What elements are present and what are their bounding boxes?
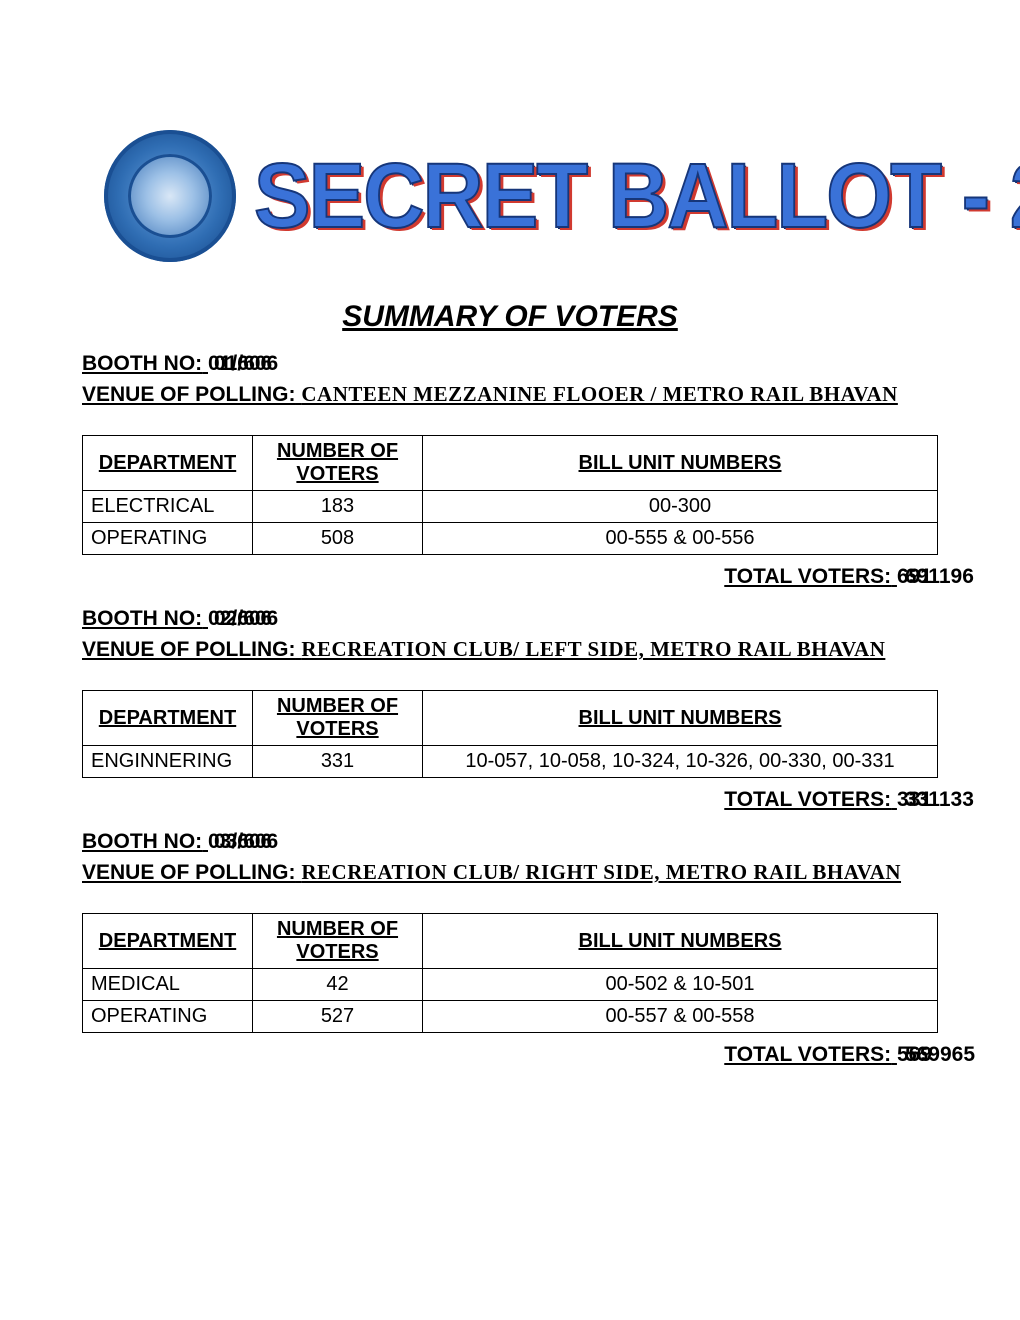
cell-dept: ENGINNERING	[83, 746, 253, 778]
venue-name: CANTEEN MEZZANINE FLOOER / METRO RAIL BH…	[301, 382, 898, 406]
cell-dept: OPERATING	[83, 523, 253, 555]
booth-label: BOOTH NO:	[82, 352, 202, 375]
booth-number-line: BOOTH NO: 02/606 02/606	[82, 607, 938, 631]
booth-label: BOOTH NO:	[82, 607, 202, 630]
venue-name: RECREATION CLUB/ LEFT SIDE, METRO RAIL B…	[301, 637, 885, 661]
table-row: ENGINNERING 331 10-057, 10-058, 10-324, …	[83, 746, 938, 778]
page-subtitle: SUMMARY OF VOTERS	[82, 300, 938, 334]
cell-voters: 527	[253, 1001, 423, 1033]
table-header-row: DEPARTMENT NUMBER OF VOTERS BILL UNIT NU…	[83, 914, 938, 969]
venue-line: VENUE OF POLLING: RECREATION CLUB/ LEFT …	[82, 637, 938, 662]
indian-railways-logo-icon	[104, 130, 236, 262]
cell-dept: ELECTRICAL	[83, 491, 253, 523]
total-voters-line: TOTAL VOTERS: 569 569965	[82, 1043, 938, 1067]
header: SECRET BALLOT - 2013	[104, 130, 938, 262]
table-row: ELECTRICAL 183 00-300	[83, 491, 938, 523]
cell-bill: 00-555 & 00-556	[423, 523, 938, 555]
venue-line: VENUE OF POLLING: RECREATION CLUB/ RIGHT…	[82, 860, 938, 885]
booth-number: 03/606 03/606	[208, 830, 272, 854]
booth-block: BOOTH NO: 02/606 02/606 VENUE OF POLLING…	[82, 607, 938, 812]
total-voters-line: TOTAL VOTERS: 691 691196	[82, 565, 938, 589]
venue-line: VENUE OF POLLING: CANTEEN MEZZANINE FLOO…	[82, 382, 938, 407]
cell-voters: 42	[253, 969, 423, 1001]
total-label: TOTAL VOTERS:	[724, 565, 891, 588]
cell-voters: 508	[253, 523, 423, 555]
booth-number-line: BOOTH NO: 03/606 03/606	[82, 830, 938, 854]
table-header-row: DEPARTMENT NUMBER OF VOTERS BILL UNIT NU…	[83, 691, 938, 746]
booth-number: 01/606 01/606	[208, 352, 272, 376]
cell-dept: MEDICAL	[83, 969, 253, 1001]
col-header-dept: DEPARTMENT	[83, 436, 253, 491]
col-header-bill: BILL UNIT NUMBERS	[423, 691, 938, 746]
col-header-bill: BILL UNIT NUMBERS	[423, 914, 938, 969]
booth-block: BOOTH NO: 03/606 03/606 VENUE OF POLLING…	[82, 830, 938, 1067]
col-header-num: NUMBER OF VOTERS	[253, 436, 423, 491]
total-label: TOTAL VOTERS:	[724, 1043, 891, 1066]
col-header-num: NUMBER OF VOTERS	[253, 914, 423, 969]
col-header-dept: DEPARTMENT	[83, 691, 253, 746]
cell-bill: 00-502 & 10-501	[423, 969, 938, 1001]
booth-number: 02/606 02/606	[208, 607, 272, 631]
table-row: OPERATING 527 00-557 & 00-558	[83, 1001, 938, 1033]
booth-number-line: BOOTH NO: 01/606 01/606	[82, 352, 938, 376]
cell-bill: 10-057, 10-058, 10-324, 10-326, 00-330, …	[423, 746, 938, 778]
col-header-bill: BILL UNIT NUMBERS	[423, 436, 938, 491]
banner-title: SECRET BALLOT - 2013	[254, 150, 1020, 242]
table-row: OPERATING 508 00-555 & 00-556	[83, 523, 938, 555]
cell-bill: 00-300	[423, 491, 938, 523]
booth-label: BOOTH NO:	[82, 830, 202, 853]
total-value: 569 569965	[897, 1043, 932, 1067]
venue-label: VENUE OF POLLING:	[82, 638, 296, 661]
col-header-dept: DEPARTMENT	[83, 914, 253, 969]
booth-block: BOOTH NO: 01/606 01/606 VENUE OF POLLING…	[82, 352, 938, 589]
voter-table: DEPARTMENT NUMBER OF VOTERS BILL UNIT NU…	[82, 435, 938, 555]
total-label: TOTAL VOTERS:	[724, 788, 891, 811]
voter-table: DEPARTMENT NUMBER OF VOTERS BILL UNIT NU…	[82, 690, 938, 778]
table-header-row: DEPARTMENT NUMBER OF VOTERS BILL UNIT NU…	[83, 436, 938, 491]
voter-table: DEPARTMENT NUMBER OF VOTERS BILL UNIT NU…	[82, 913, 938, 1033]
col-header-num: NUMBER OF VOTERS	[253, 691, 423, 746]
table-row: MEDICAL 42 00-502 & 10-501	[83, 969, 938, 1001]
venue-name: RECREATION CLUB/ RIGHT SIDE, METRO RAIL …	[301, 860, 901, 884]
venue-label: VENUE OF POLLING:	[82, 383, 296, 406]
total-value: 331 331133	[897, 788, 932, 812]
venue-label: VENUE OF POLLING:	[82, 861, 296, 884]
total-voters-line: TOTAL VOTERS: 331 331133	[82, 788, 938, 812]
cell-bill: 00-557 & 00-558	[423, 1001, 938, 1033]
cell-voters: 183	[253, 491, 423, 523]
cell-voters: 331	[253, 746, 423, 778]
total-value: 691 691196	[897, 565, 932, 589]
cell-dept: OPERATING	[83, 1001, 253, 1033]
